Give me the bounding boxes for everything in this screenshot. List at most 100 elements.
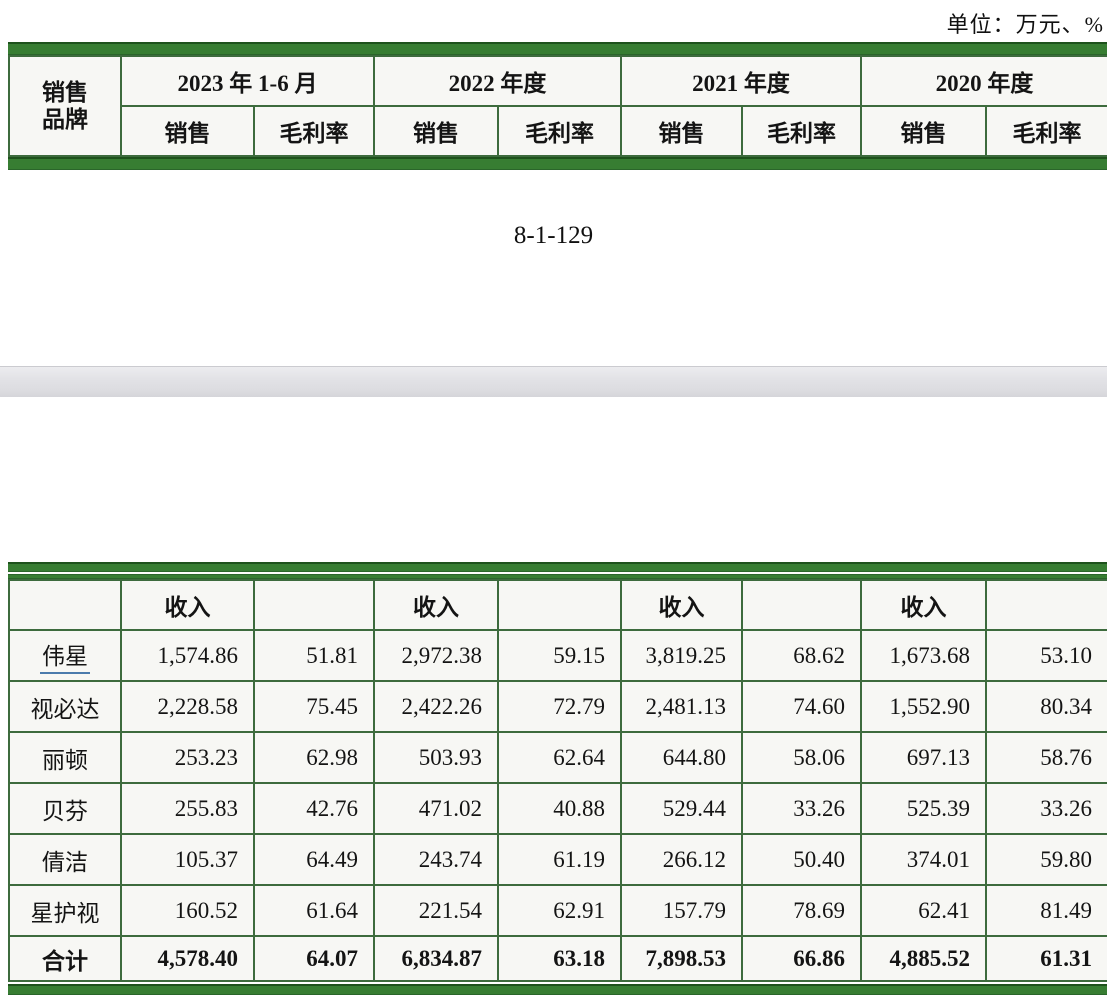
income-header-empty-4: [985, 579, 1107, 631]
margin-value: 62.91: [497, 884, 622, 937]
margin-value: 33.26: [985, 782, 1107, 835]
margin-value: 51.81: [253, 629, 375, 682]
income-value: 471.02: [373, 782, 499, 835]
margin-value: 74.60: [741, 680, 862, 733]
margin-value: 68.62: [741, 629, 862, 682]
data-table-section: 收入 收入 收入 收入 伟星 1,574.86 51.81 2,972.38 5…: [8, 562, 1107, 995]
table-row-beifen: 贝芬 255.83 42.76 471.02 40.88 529.44 33.2…: [8, 782, 1107, 835]
period-2020: 2020 年度: [860, 55, 1107, 107]
income-value: 2,972.38: [373, 629, 499, 682]
table-row-qianjie: 倩洁 105.37 64.49 243.74 61.19 266.12 50.4…: [8, 833, 1107, 886]
period-header-table: 销售 品牌 2023 年 1-6 月 2022 年度 2021 年度 2020 …: [8, 55, 1107, 157]
total-margin-value: 66.86: [741, 935, 862, 982]
margin-value: 61.64: [253, 884, 375, 937]
income-value: 243.74: [373, 833, 499, 886]
period-2022: 2022 年度: [373, 55, 623, 107]
brand-cell: 丽顿: [8, 731, 122, 784]
income-header-2023: 收入: [120, 579, 255, 631]
income-value: 2,228.58: [120, 680, 255, 733]
income-value: 374.01: [860, 833, 987, 886]
total-income-value: 7,898.53: [620, 935, 743, 982]
income-value: 255.83: [120, 782, 255, 835]
total-income-value: 4,578.40: [120, 935, 255, 982]
margin-value: 75.45: [253, 680, 375, 733]
green-divider-bar-header-bottom: [8, 157, 1107, 170]
margin-value: 78.69: [741, 884, 862, 937]
total-margin-value: 61.31: [985, 935, 1107, 982]
margin-value: 61.19: [497, 833, 622, 886]
margin-value: 62.64: [497, 731, 622, 784]
income-header-2020: 收入: [860, 579, 987, 631]
margin-value: 53.10: [985, 629, 1107, 682]
margin-value: 59.15: [497, 629, 622, 682]
income-value: 221.54: [373, 884, 499, 937]
subheader-margin-2022: 毛利率: [497, 105, 623, 157]
bar-gap: [8, 572, 1107, 574]
brand-cell: 倩洁: [8, 833, 122, 886]
income-value: 503.93: [373, 731, 499, 784]
income-value: 3,819.25: [620, 629, 743, 682]
margin-value: 62.98: [253, 731, 375, 784]
subheader-row: 销售 毛利率 销售 毛利率 销售 毛利率 销售 毛利率: [9, 105, 1107, 157]
brand-cell: 视必达: [8, 680, 122, 733]
green-divider-bar-table2-a: [8, 562, 1107, 572]
margin-value: 58.76: [985, 731, 1107, 784]
corner-header-cell: 销售 品牌: [8, 55, 122, 157]
income-value: 697.13: [860, 731, 987, 784]
margin-value: 58.06: [741, 731, 862, 784]
header-table-section: 销售 品牌 2023 年 1-6 月 2022 年度 2021 年度 2020 …: [8, 42, 1107, 170]
brand-link-weixing[interactable]: 伟星: [40, 637, 90, 674]
margin-value: 64.49: [253, 833, 375, 886]
subheader-margin-2020: 毛利率: [985, 105, 1107, 157]
income-value: 1,552.90: [860, 680, 987, 733]
income-value: 160.52: [120, 884, 255, 937]
income-value: 525.39: [860, 782, 987, 835]
corner-line2: 品牌: [42, 107, 88, 132]
income-value: 644.80: [620, 731, 743, 784]
income-value: 157.79: [620, 884, 743, 937]
income-value: 2,481.13: [620, 680, 743, 733]
green-divider-bar-table2-b: [8, 574, 1107, 579]
green-divider-bar-top: [8, 42, 1107, 55]
subheader-sales-2022: 销售: [373, 105, 500, 157]
corner-line1: 销售: [42, 80, 88, 105]
page-break-band: [0, 366, 1107, 397]
brand-cell: 伟星: [8, 629, 122, 682]
total-margin-value: 64.07: [253, 935, 375, 982]
subheader-sales-2020: 销售: [860, 105, 988, 157]
brand-data-table: 收入 收入 收入 收入 伟星 1,574.86 51.81 2,972.38 5…: [8, 579, 1107, 982]
margin-value: 40.88: [497, 782, 622, 835]
period-row: 销售 品牌 2023 年 1-6 月 2022 年度 2021 年度 2020 …: [8, 55, 1107, 157]
subheader-sales-2023: 销售: [120, 105, 255, 157]
income-value: 253.23: [120, 731, 255, 784]
period-2023: 2023 年 1-6 月: [119, 55, 376, 107]
income-header-2021: 收入: [620, 579, 743, 631]
subheader-margin-2021: 毛利率: [741, 105, 863, 157]
margin-value: 50.40: [741, 833, 862, 886]
income-header-row: 收入 收入 收入 收入: [8, 579, 1107, 631]
brand-cell: 星护视: [8, 884, 122, 937]
margin-value: 81.49: [985, 884, 1107, 937]
income-value: 529.44: [620, 782, 743, 835]
total-label-cell: 合计: [8, 935, 122, 982]
income-header-2022: 收入: [373, 579, 499, 631]
unit-label: 单位：万元、%: [946, 12, 1104, 37]
total-margin-value: 63.18: [497, 935, 622, 982]
income-value: 1,574.86: [120, 629, 255, 682]
total-income-value: 6,834.87: [373, 935, 499, 982]
table-row-shibida: 视必达 2,228.58 75.45 2,422.26 72.79 2,481.…: [8, 680, 1107, 733]
income-header-empty-0: [8, 579, 122, 631]
green-divider-bar-bottom: [8, 984, 1107, 995]
income-header-empty-1: [253, 579, 375, 631]
margin-value: 33.26: [741, 782, 862, 835]
table-row-weixing: 伟星 1,574.86 51.81 2,972.38 59.15 3,819.2…: [8, 629, 1107, 682]
subheader-margin-2023: 毛利率: [252, 105, 376, 157]
income-header-empty-3: [741, 579, 862, 631]
margin-value: 80.34: [985, 680, 1107, 733]
income-value: 266.12: [620, 833, 743, 886]
income-header-empty-2: [497, 579, 622, 631]
table-row-lidun: 丽顿 253.23 62.98 503.93 62.64 644.80 58.0…: [8, 731, 1107, 784]
brand-cell: 贝芬: [8, 782, 122, 835]
subheader-sales-2021: 销售: [620, 105, 744, 157]
table-row-xinghushi: 星护视 160.52 61.64 221.54 62.91 157.79 78.…: [8, 884, 1107, 937]
